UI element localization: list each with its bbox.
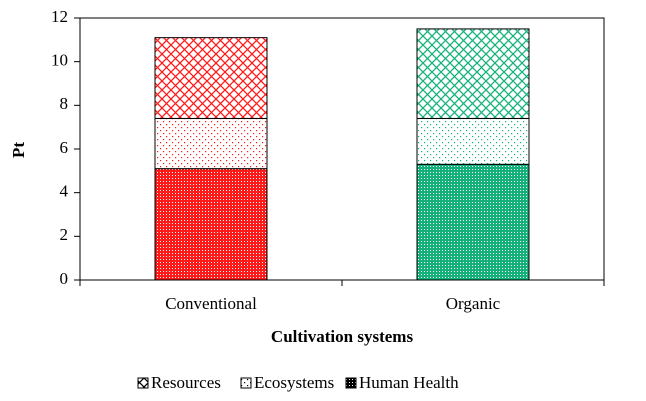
legend-swatch — [137, 377, 149, 389]
y-axis-title: Pt — [9, 142, 28, 158]
y-tick-label: 10 — [51, 51, 68, 70]
legend-swatch — [240, 377, 252, 389]
legend-label: Human Health — [359, 373, 459, 392]
legend-label: Ecosystems — [254, 373, 334, 392]
y-tick-label: 8 — [60, 94, 69, 113]
legend-label: Resources — [151, 373, 221, 392]
bar-segment — [154, 168, 268, 281]
legend-swatch — [345, 377, 357, 389]
bar-segment — [416, 163, 530, 281]
y-tick-label: 2 — [60, 225, 69, 244]
bar-segment — [416, 28, 530, 119]
bar-segment — [416, 117, 530, 165]
x-axis-title: Cultivation systems — [271, 327, 414, 346]
bar-segment — [154, 117, 268, 170]
y-tick-label: 4 — [60, 182, 69, 201]
y-tick-label: 0 — [60, 269, 69, 288]
x-tick-label: Organic — [446, 294, 501, 313]
bar-segment — [154, 37, 268, 119]
x-tick-label: Conventional — [165, 294, 257, 313]
y-tick-label: 12 — [51, 7, 68, 26]
y-tick-label: 6 — [60, 138, 69, 157]
